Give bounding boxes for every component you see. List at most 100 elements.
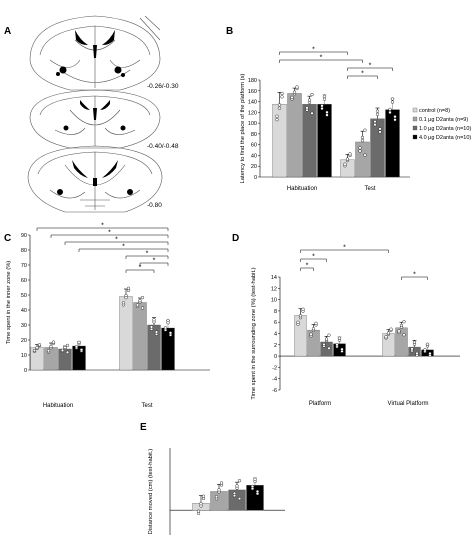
y-axis-label: Time spent in the surrounding zone (%) (… [251, 267, 257, 399]
data-point [327, 333, 331, 337]
legend-entry: 1.0 µg D2anta (n=10) [419, 126, 471, 132]
data-point [358, 146, 362, 150]
data-point [77, 340, 81, 344]
bar [408, 346, 421, 357]
data-point [314, 321, 318, 325]
data-point [124, 293, 128, 298]
data-point [390, 100, 395, 104]
data-point [237, 479, 242, 483]
data-point [135, 303, 140, 307]
data-point [219, 481, 224, 485]
data-point [311, 327, 316, 331]
y-tick-label: 10 [21, 353, 27, 359]
significance-star: * [115, 237, 118, 244]
panel-a-letter: A [4, 26, 12, 37]
data-point [358, 149, 362, 153]
y-tick-label: 140 [248, 100, 257, 106]
significance-star: * [101, 223, 104, 230]
y-tick-label: 0 [24, 368, 27, 374]
data-point [363, 128, 367, 132]
data-point [201, 494, 206, 498]
bar [385, 109, 400, 178]
legend-swatch [412, 134, 418, 140]
bar [287, 93, 302, 178]
data-point [214, 495, 219, 499]
y-tick-label: 60 [251, 143, 257, 149]
data-point [46, 349, 51, 353]
legend-swatch [412, 116, 418, 122]
significance-bracket [139, 262, 169, 266]
data-point [305, 106, 309, 110]
data-point [375, 109, 380, 113]
bar [421, 349, 434, 357]
significance-star: * [122, 244, 125, 251]
y-axis-label: Distance moved (cm) (test-habit.) [148, 449, 154, 535]
y-tick-label: 70 [21, 263, 27, 269]
data-point [322, 94, 327, 99]
data-point [373, 120, 377, 124]
y-tick-label: 40 [251, 153, 257, 159]
data-point [378, 130, 382, 134]
data-point [399, 323, 404, 328]
atlas-level-2: -0.40/-0.48 [147, 143, 179, 150]
chart-distance-moved: Distance moved (cm) (test-habit.) [148, 448, 285, 535]
data-point [322, 342, 326, 347]
significance-star: * [413, 272, 416, 279]
y-tick-label: 10 [271, 298, 277, 304]
data-point [298, 314, 303, 318]
bar [119, 296, 133, 371]
data-point [152, 318, 156, 322]
data-point [415, 351, 419, 356]
data-point [343, 162, 347, 166]
bar [44, 347, 58, 371]
y-tick-label: 6 [274, 320, 277, 326]
data-point [126, 286, 131, 290]
atlas-level-1: -0.26/-0.30 [147, 83, 179, 90]
y-tick-label: 180 [248, 78, 257, 84]
y-tick-label: 100 [248, 121, 257, 127]
data-point [292, 90, 297, 94]
data-point [397, 329, 401, 333]
chart-surrounding-zone: -6 -4 -2 0 2 4 6 8 10 12 14 Time spent in the surro… [251, 245, 460, 407]
data-point [37, 343, 42, 347]
data-point [35, 346, 39, 350]
category-label: Virtual Platform [388, 401, 429, 407]
significance-bracket [78, 248, 169, 252]
significance-star: * [108, 230, 111, 237]
data-point [386, 331, 391, 335]
bar [30, 347, 44, 371]
bar [307, 329, 320, 357]
data-point [32, 348, 37, 353]
bar [58, 348, 72, 371]
data-point [325, 113, 329, 117]
bar [228, 489, 246, 511]
category-label: Test [141, 403, 152, 409]
data-point [388, 110, 392, 115]
bar [340, 159, 355, 178]
data-point [425, 342, 430, 346]
data-point [79, 348, 84, 352]
bar [317, 104, 332, 178]
y-tick-label: 50 [21, 293, 27, 299]
data-point [253, 477, 257, 481]
data-point [275, 114, 279, 118]
data-point [340, 347, 344, 351]
data-point [402, 333, 406, 337]
data-point [345, 157, 350, 161]
bar [294, 315, 307, 357]
significance-bracket [125, 269, 155, 273]
significance-star: * [312, 254, 315, 261]
data-point [360, 138, 365, 143]
chart-inner-zone: 0 10 20 30 40 50 60 70 80 90 Time spent in the inn… [6, 223, 210, 409]
y-axis-label: Time spent in the inner zone (%) [6, 261, 12, 345]
data-point [237, 497, 242, 501]
y-tick-label: 2 [274, 343, 277, 349]
legend-swatch [412, 107, 418, 113]
significance-bracket [279, 51, 348, 55]
legend-swatch [412, 125, 418, 131]
bar [147, 324, 161, 371]
data-point [412, 340, 417, 344]
data-point [348, 152, 352, 156]
data-point [154, 330, 159, 334]
data-point [337, 336, 342, 340]
